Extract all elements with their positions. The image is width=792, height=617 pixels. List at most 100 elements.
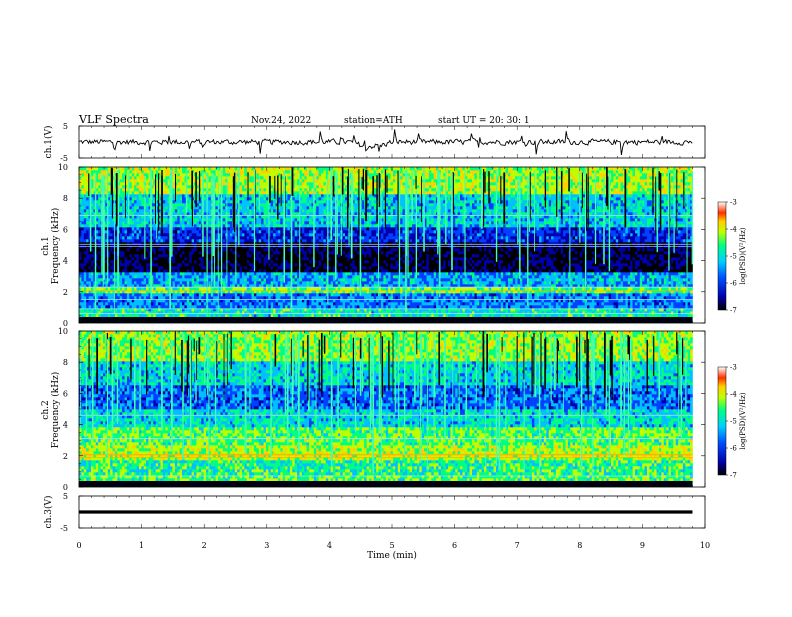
- spectrogram-cell: [477, 281, 480, 284]
- spectrogram-cell: [496, 293, 499, 296]
- spectrogram-cell: [609, 281, 612, 284]
- spectrogram-cell: [304, 290, 307, 293]
- spectrogram-cell: [434, 281, 437, 284]
- spectrogram-cell: [355, 296, 358, 299]
- spectrogram-cell: [163, 269, 166, 272]
- spectrogram-cell: [515, 314, 518, 317]
- spectrogram-cell: [228, 278, 231, 281]
- spectrogram-cell: [556, 293, 559, 296]
- spectrogram-cell: [510, 275, 513, 278]
- spectrogram-cell: [489, 266, 492, 269]
- spectrogram-cell: [228, 314, 231, 317]
- spectrogram-cell: [606, 269, 609, 272]
- spectrogram-cell: [625, 314, 628, 317]
- spectrogram-cell: [391, 305, 394, 308]
- spectrogram-cell: [685, 302, 688, 305]
- spectrogram-cell: [453, 269, 456, 272]
- spectrogram-cell: [163, 287, 166, 290]
- spectrogram-cell: [491, 281, 494, 284]
- spectrogram-cell: [268, 266, 271, 269]
- spectrogram-cell: [606, 275, 609, 278]
- spectrogram-cell: [513, 287, 516, 290]
- spectrogram-cell: [575, 281, 578, 284]
- spectrogram-cell: [278, 266, 281, 269]
- spectrogram-cell: [343, 269, 346, 272]
- spectrogram-cell: [252, 293, 255, 296]
- spectrogram-cell: [247, 290, 250, 293]
- spectrogram-cell: [654, 314, 657, 317]
- spectrogram-cell: [343, 266, 346, 269]
- spectrogram-cell: [79, 269, 82, 272]
- spectrogram-cell: [268, 314, 271, 317]
- spectrogram-cell: [359, 314, 362, 317]
- spectrogram-cell: [160, 266, 163, 269]
- spectrogram-cell: [352, 275, 355, 278]
- spectrogram-cell: [172, 278, 175, 281]
- spectrogram-cell: [299, 290, 302, 293]
- spectrogram-cell: [621, 272, 624, 275]
- spectrogram-cell: [182, 281, 185, 284]
- spectrogram-cell: [537, 302, 540, 305]
- spectrogram-cell: [113, 269, 116, 272]
- spectrogram-cell: [537, 293, 540, 296]
- spectrogram-cell: [187, 266, 190, 269]
- spectrogram-cell: [649, 287, 652, 290]
- spectrogram-cell: [199, 308, 202, 311]
- spectrogram-cell: [225, 293, 228, 296]
- spectrogram-cell: [254, 281, 257, 284]
- spectrogram-cell: [472, 290, 475, 293]
- spectrogram-cell: [657, 305, 660, 308]
- spectrogram-cell: [338, 296, 341, 299]
- spectrogram-cell: [659, 314, 662, 317]
- spectrogram-cell: [165, 281, 168, 284]
- spectrogram-cell: [417, 314, 420, 317]
- spectrogram-cell: [357, 302, 360, 305]
- spectrogram-cell: [127, 305, 130, 308]
- spectrogram-cell: [597, 296, 600, 299]
- spectrogram-cell: [419, 296, 422, 299]
- spectrogram-cell: [640, 308, 643, 311]
- spectrogram-cell: [340, 281, 343, 284]
- spectrogram-cell: [510, 302, 513, 305]
- spectrogram-cell: [515, 287, 518, 290]
- spectrogram-cell: [352, 314, 355, 317]
- spectrogram-cell: [429, 281, 432, 284]
- spectrogram-cell: [415, 278, 418, 281]
- spectrogram-cell: [498, 281, 501, 284]
- spectrogram-cell: [618, 275, 621, 278]
- spectrogram-cell: [664, 305, 667, 308]
- spectrogram-cell: [681, 269, 684, 272]
- spectrogram-cell: [141, 272, 144, 275]
- spectrogram-cell: [259, 305, 262, 308]
- spectrogram-cell: [391, 269, 394, 272]
- spectrogram-cell: [285, 293, 288, 296]
- spectrogram-cell: [244, 314, 247, 317]
- spectrogram-cell: [374, 296, 377, 299]
- spectrogram-cell: [410, 290, 413, 293]
- spectrogram-cell: [242, 305, 245, 308]
- spectrogram-cell: [455, 278, 458, 281]
- spectrogram-cell: [160, 308, 163, 311]
- spectrogram-cell: [180, 281, 183, 284]
- spectrogram-cell: [211, 308, 214, 311]
- spectrogram-cell: [146, 296, 149, 299]
- spectrogram-cell: [609, 272, 612, 275]
- spectrogram-cell: [316, 290, 319, 293]
- spectrogram-cell: [285, 302, 288, 305]
- spectrogram-cell: [240, 269, 243, 272]
- spectrogram-cell: [180, 269, 183, 272]
- spectrogram-cell: [362, 293, 365, 296]
- spectrogram-cell: [192, 266, 195, 269]
- spectrogram-cell: [321, 290, 324, 293]
- spectrogram-cell: [453, 305, 456, 308]
- spectrogram-cell: [635, 305, 638, 308]
- spectrogram-cell: [518, 308, 521, 311]
- spectrogram-cell: [542, 272, 545, 275]
- spectrogram-cell: [458, 272, 461, 275]
- spectrogram-cell: [98, 278, 101, 281]
- spectrogram-cell: [139, 296, 142, 299]
- spectrogram-cell: [98, 314, 101, 317]
- spectrogram-cell: [443, 275, 446, 278]
- spectrogram-cell: [122, 305, 125, 308]
- spectrogram-cell: [597, 269, 600, 272]
